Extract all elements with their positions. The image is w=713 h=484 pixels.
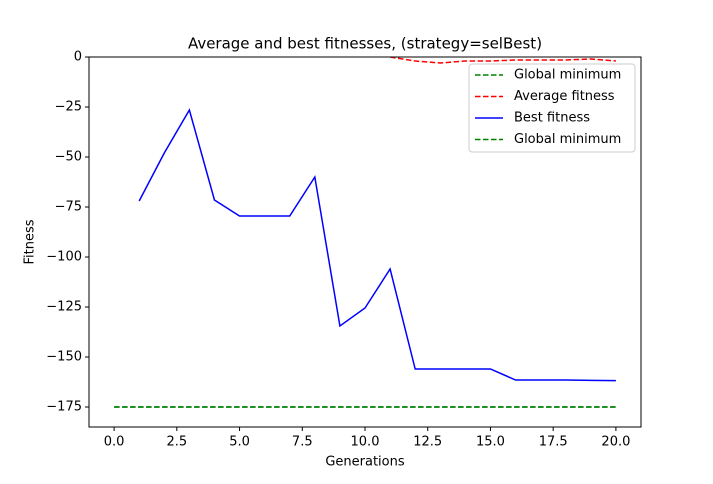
series-line bbox=[389, 57, 616, 64]
series-line bbox=[138, 108, 616, 382]
legend-label: Average fitness bbox=[514, 89, 615, 104]
y-tick-label: −125 bbox=[46, 300, 82, 315]
legend-box bbox=[468, 63, 636, 153]
x-tick-label: 12.5 bbox=[413, 435, 442, 450]
x-tick-label: 10.0 bbox=[351, 435, 380, 450]
x-tick-label: 7.5 bbox=[292, 435, 313, 450]
y-tick-label: −100 bbox=[46, 250, 82, 265]
y-tick-label: −50 bbox=[55, 150, 82, 165]
y-tick-label: −75 bbox=[55, 200, 82, 215]
x-tick-label: 2.5 bbox=[166, 435, 187, 450]
y-tick-label: 0 bbox=[74, 50, 82, 65]
y-tick-label: −175 bbox=[46, 400, 82, 415]
x-tick-label: 20.0 bbox=[601, 435, 630, 450]
y-tick-label: −25 bbox=[55, 100, 82, 115]
legend-label: Global minimum bbox=[514, 68, 621, 83]
legend-label: Best fitness bbox=[514, 111, 590, 126]
y-axis-label: Fitness bbox=[23, 219, 38, 264]
legend-label: Global minimum bbox=[514, 132, 621, 147]
chart-title: Average and best fitnesses, (strategy=se… bbox=[188, 35, 542, 53]
y-tick-label: −150 bbox=[46, 350, 82, 365]
x-axis-label: Generations bbox=[325, 455, 405, 470]
x-tick-label: 0.0 bbox=[104, 435, 125, 450]
x-tick-label: 17.5 bbox=[539, 435, 568, 450]
x-tick-label: 5.0 bbox=[229, 435, 250, 450]
x-tick-label: 15.0 bbox=[476, 435, 505, 450]
plot-area bbox=[114, 57, 616, 408]
